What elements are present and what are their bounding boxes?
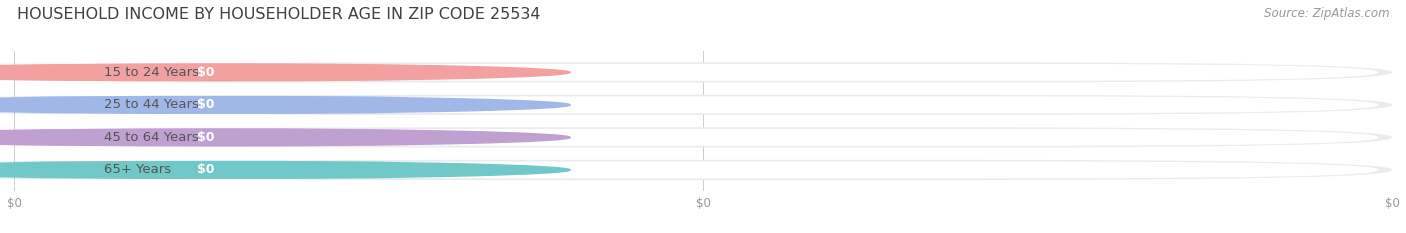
Text: 25 to 44 Years: 25 to 44 Years <box>104 98 198 111</box>
Circle shape <box>0 129 571 146</box>
Text: $0: $0 <box>197 163 214 176</box>
FancyBboxPatch shape <box>28 161 1378 178</box>
Circle shape <box>0 64 571 81</box>
FancyBboxPatch shape <box>28 96 1378 113</box>
Text: $0: $0 <box>197 131 214 144</box>
Text: $0: $0 <box>197 98 214 111</box>
FancyBboxPatch shape <box>14 62 1392 82</box>
FancyBboxPatch shape <box>28 64 1378 81</box>
FancyBboxPatch shape <box>14 95 1392 115</box>
Text: Source: ZipAtlas.com: Source: ZipAtlas.com <box>1264 7 1389 20</box>
Circle shape <box>0 96 571 113</box>
Circle shape <box>0 161 571 178</box>
Text: 65+ Years: 65+ Years <box>104 163 170 176</box>
FancyBboxPatch shape <box>0 64 475 81</box>
FancyBboxPatch shape <box>0 161 475 178</box>
FancyBboxPatch shape <box>0 129 475 146</box>
FancyBboxPatch shape <box>28 129 1378 146</box>
Text: 15 to 24 Years: 15 to 24 Years <box>104 66 198 79</box>
Text: $0: $0 <box>197 66 214 79</box>
FancyBboxPatch shape <box>14 127 1392 147</box>
FancyBboxPatch shape <box>14 160 1392 180</box>
Text: HOUSEHOLD INCOME BY HOUSEHOLDER AGE IN ZIP CODE 25534: HOUSEHOLD INCOME BY HOUSEHOLDER AGE IN Z… <box>17 7 540 22</box>
FancyBboxPatch shape <box>0 96 475 113</box>
Text: 45 to 64 Years: 45 to 64 Years <box>104 131 198 144</box>
